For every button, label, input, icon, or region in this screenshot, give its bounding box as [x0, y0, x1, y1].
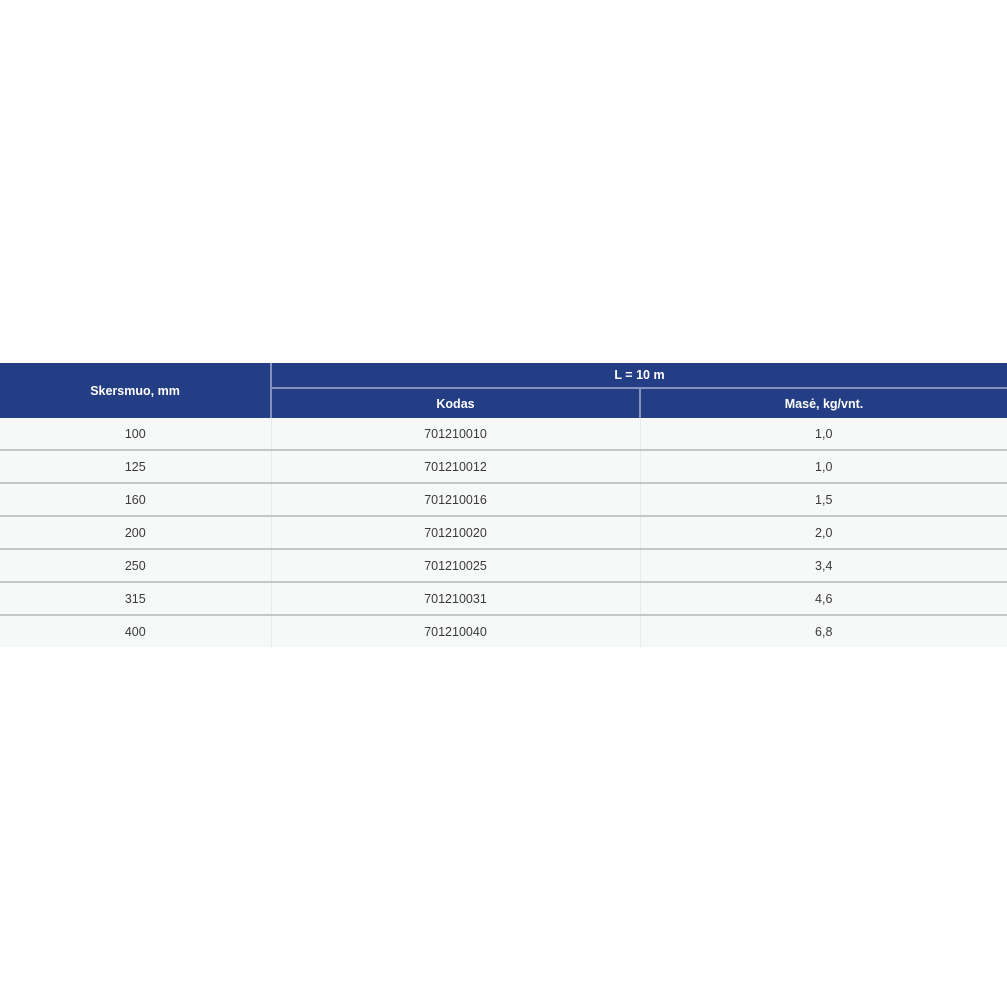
cell-diameter: 160 [0, 482, 272, 516]
cell-diameter: 100 [0, 418, 272, 450]
table-row: 160 701210016 1,5 [0, 482, 1007, 516]
cell-mass: 6,8 [640, 614, 1007, 647]
cell-mass: 1,0 [640, 418, 1007, 450]
product-spec-table-wrap: Skersmuo, mm L = 10 m Kodas Masė, kg/vnt… [0, 363, 1007, 647]
cell-diameter: 200 [0, 515, 272, 549]
column-header-code: Kodas [271, 388, 641, 418]
column-header-diameter: Skersmuo, mm [0, 363, 272, 418]
cell-mass: 3,4 [640, 548, 1007, 582]
cell-mass: 1,5 [640, 482, 1007, 516]
cell-diameter: 315 [0, 581, 272, 615]
table-row: 315 701210031 4,6 [0, 581, 1007, 615]
column-header-mass: Masė, kg/vnt. [640, 388, 1007, 418]
cell-mass: 1,0 [640, 449, 1007, 483]
cell-code: 701210012 [271, 449, 641, 483]
cell-code: 701210010 [271, 418, 641, 450]
table-row: 400 701210040 6,8 [0, 614, 1007, 647]
cell-code: 701210040 [271, 614, 641, 647]
cell-mass: 2,0 [640, 515, 1007, 549]
header-row-top: Skersmuo, mm L = 10 m [0, 363, 1007, 418]
cell-diameter: 250 [0, 548, 272, 582]
table-row: 100 701210010 1,0 [0, 418, 1007, 450]
column-header-length-span: L = 10 m [271, 363, 1007, 389]
cell-code: 701210020 [271, 515, 641, 549]
table-row: 200 701210020 2,0 [0, 515, 1007, 549]
table-body: 100 701210010 1,0 125 701210012 1,0 160 … [0, 418, 1007, 647]
table-header: Skersmuo, mm L = 10 m Kodas Masė, kg/vnt… [0, 363, 1007, 418]
cell-code: 701210031 [271, 581, 641, 615]
table-row: 250 701210025 3,4 [0, 548, 1007, 582]
product-spec-table: Skersmuo, mm L = 10 m Kodas Masė, kg/vnt… [0, 363, 1007, 647]
cell-diameter: 400 [0, 614, 272, 647]
header-row-sub: Kodas Masė, kg/vnt. [0, 388, 1007, 418]
cell-code: 701210025 [271, 548, 641, 582]
cell-code: 701210016 [271, 482, 641, 516]
table-row: 125 701210012 1,0 [0, 449, 1007, 483]
cell-mass: 4,6 [640, 581, 1007, 615]
cell-diameter: 125 [0, 449, 272, 483]
